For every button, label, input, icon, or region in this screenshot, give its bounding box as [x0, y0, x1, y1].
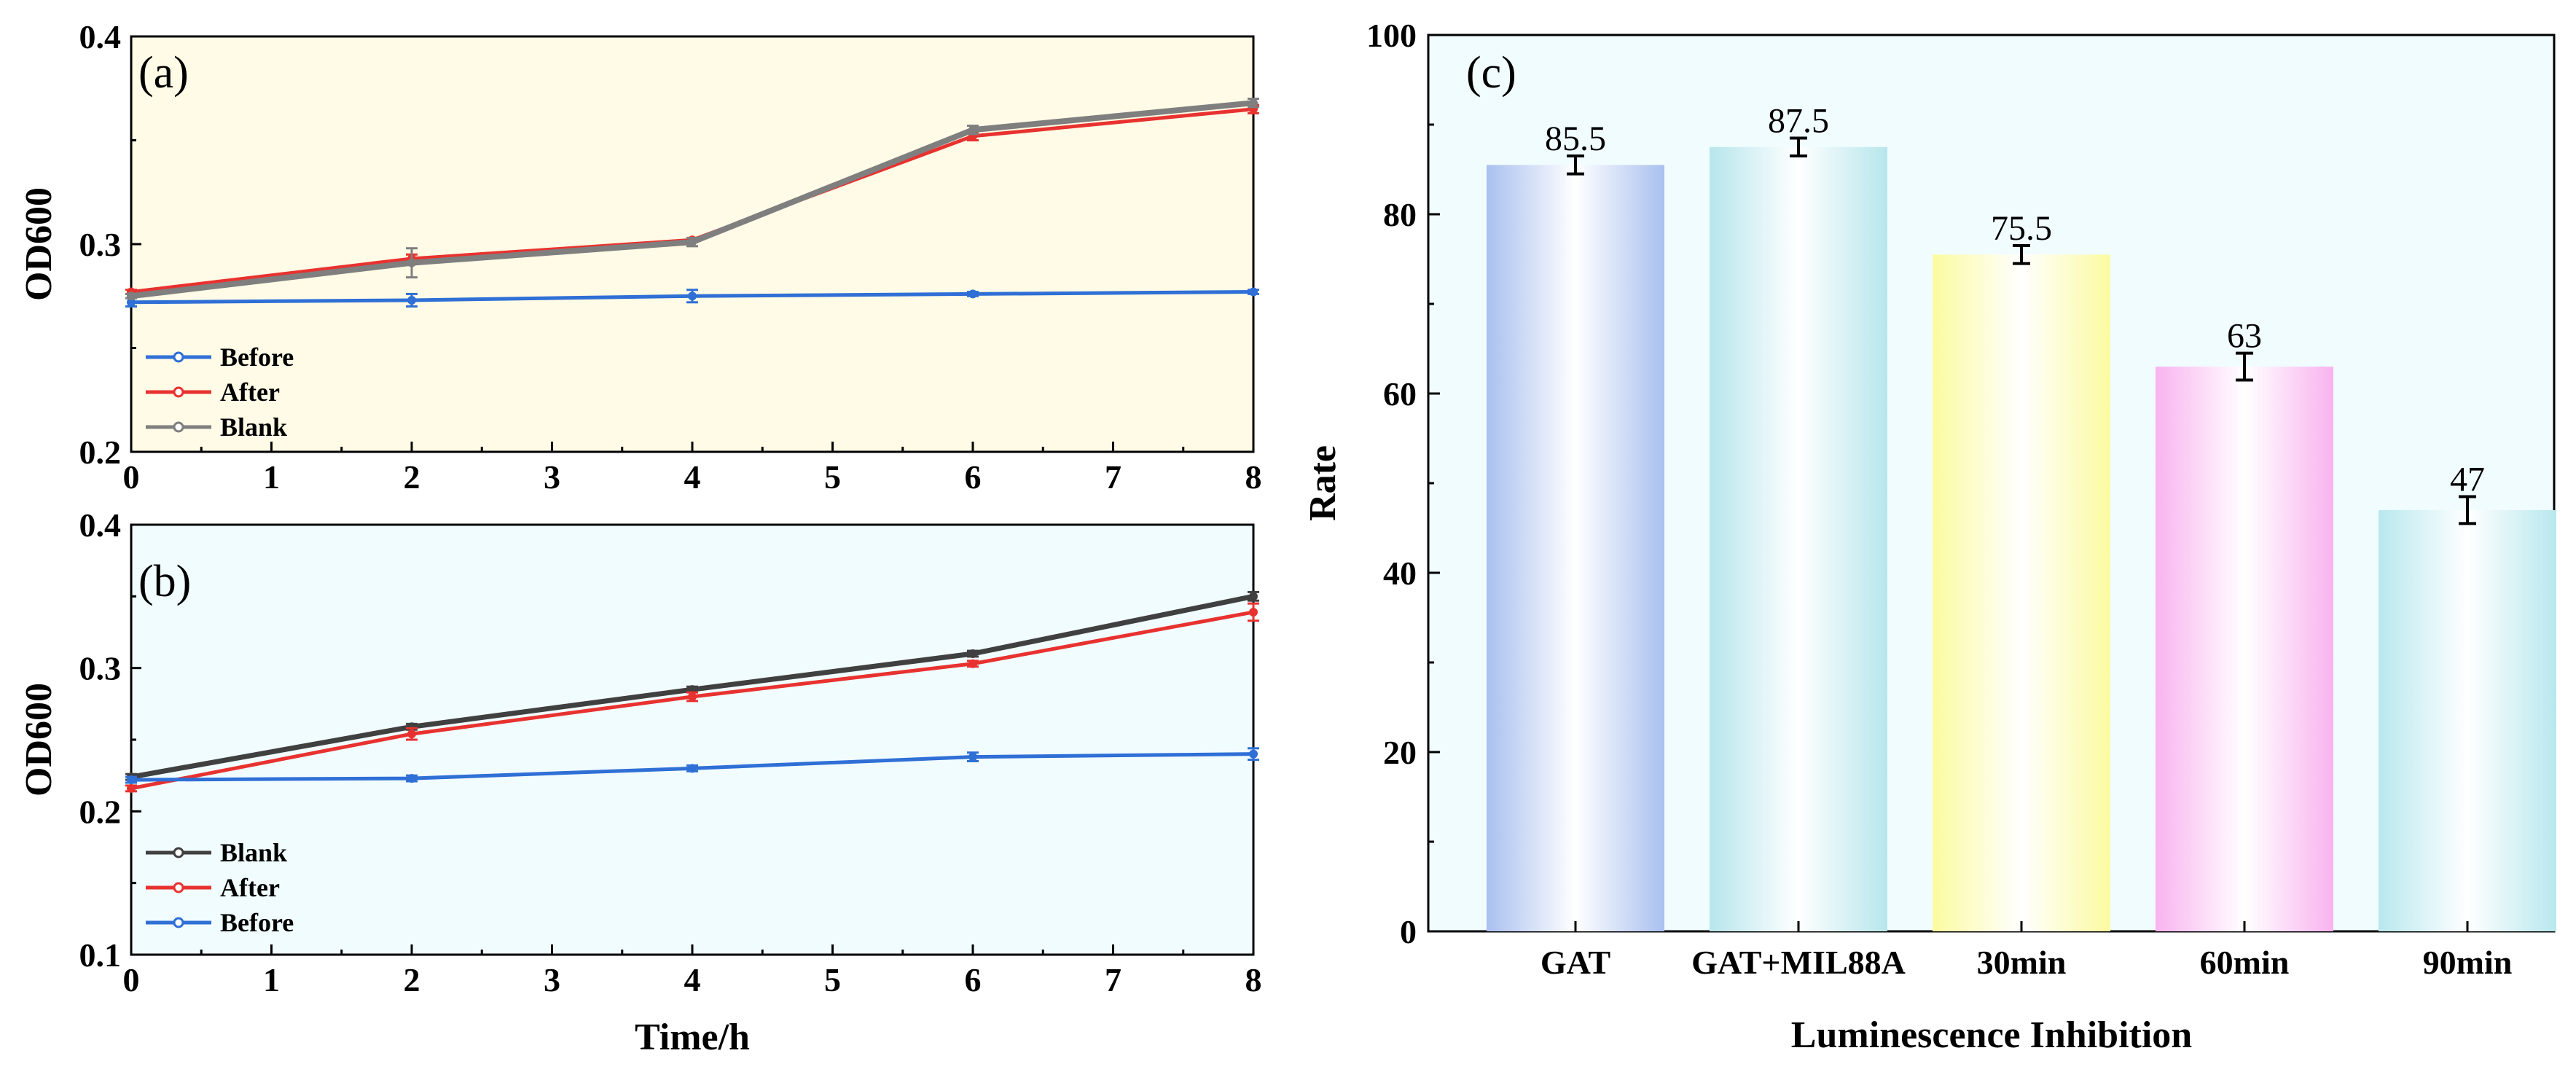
p0-legend-label-0: Before — [220, 343, 294, 372]
p2-data-label-1: 87.5 — [1768, 101, 1829, 140]
p0-xtick-label-7: 7 — [1105, 458, 1121, 496]
p1-legend-label-2: Before — [220, 908, 294, 937]
p0-xtick-label-3: 3 — [544, 458, 560, 496]
p0-point-before-1 — [407, 295, 416, 305]
p1-xtick-label-4: 4 — [684, 961, 701, 998]
p1-point-before-3 — [968, 752, 977, 762]
p0-point-blank-2 — [688, 238, 697, 247]
p1-point-before-1 — [407, 774, 416, 783]
p2-xtick-label-1: GAT+MIL88A — [1691, 944, 1906, 981]
p0-legend-marker-2 — [173, 421, 184, 433]
p2-data-label-2: 75.5 — [1991, 209, 2052, 248]
p0-point-before-0 — [127, 297, 136, 307]
p2-bar-4 — [2379, 509, 2556, 931]
p1-xtick-label-5: 5 — [824, 961, 841, 998]
p2-ytick-label-3: 60 — [1383, 375, 1417, 412]
panel-b-marks: 0 1 2 3 4 5 6 7 8 0.1 0.2 0.3 0.4 Blank After Before — [79, 506, 1262, 998]
p1-point-after-0 — [127, 783, 136, 793]
panel-c-label: (c) — [1466, 48, 1516, 98]
panel-c: 0 20 40 60 80 100 85.5 GAT 87.5 GAT+MIL88A 75.5 30m… — [1302, 17, 2556, 1056]
panel-a-ylabel: OD600 — [18, 187, 60, 301]
p2-ytick-label-5: 100 — [1366, 17, 1417, 54]
p2-bar-1 — [1710, 146, 1887, 931]
p1-xtick-label-1: 1 — [263, 961, 280, 998]
p0-legend-marker-1 — [173, 386, 184, 398]
p1-xtick-label-7: 7 — [1105, 961, 1121, 998]
p1-xtick-label-3: 3 — [544, 961, 560, 998]
p1-point-after-4 — [1249, 607, 1258, 617]
p1-point-before-2 — [688, 764, 697, 773]
p1-ytick-label-1: 0.2 — [79, 793, 122, 830]
p0-point-blank-3 — [968, 125, 977, 135]
p2-xtick-label-2: 30min — [1977, 944, 2067, 981]
panel-c-xlabel: Luminescence Inhibition — [1791, 1014, 2192, 1056]
p0-xtick-label-2: 2 — [404, 458, 420, 496]
p1-point-before-4 — [1249, 749, 1258, 759]
p2-bar-2 — [1933, 254, 2110, 932]
p0-point-blank-0 — [127, 292, 136, 301]
panel-a-marks: 0 1 2 3 4 5 6 7 8 0.2 0.3 0.4 Before After Blank — [79, 18, 1262, 496]
p0-xtick-label-0: 0 — [123, 458, 140, 496]
p0-point-blank-4 — [1249, 98, 1258, 108]
p2-xtick-label-3: 60min — [2200, 944, 2290, 981]
p0-legend-label-1: After — [220, 377, 280, 407]
p1-legend-marker-0 — [173, 847, 184, 858]
p1-point-after-2 — [688, 692, 697, 701]
p0-legend-marker-0 — [173, 351, 184, 363]
p0-ytick-label-1: 0.3 — [79, 226, 122, 263]
p1-point-blank-4 — [1249, 592, 1258, 601]
panel-a: 0 1 2 3 4 5 6 7 8 0.2 0.3 0.4 Before After Blank (a) O… — [18, 18, 1262, 496]
p1-legend-marker-2 — [173, 917, 184, 928]
p1-point-before-0 — [127, 775, 136, 785]
p1-xtick-label-0: 0 — [123, 961, 140, 998]
panel-b-xlabel: Time/h — [635, 1017, 750, 1058]
p0-ytick-label-0: 0.2 — [79, 434, 122, 471]
p1-xtick-label-6: 6 — [965, 961, 982, 998]
panel-b-label: (b) — [138, 557, 191, 606]
p2-ytick-label-4: 80 — [1383, 196, 1417, 233]
p1-legend-label-1: After — [220, 873, 280, 902]
p0-xtick-label-4: 4 — [684, 458, 701, 496]
p2-xtick-label-0: GAT — [1540, 944, 1610, 981]
p0-xtick-label-6: 6 — [965, 458, 982, 496]
p2-bar-0 — [1487, 165, 1664, 932]
p1-xtick-label-8: 8 — [1245, 961, 1262, 998]
p2-data-label-4: 47 — [2450, 460, 2485, 498]
p2-data-label-0: 85.5 — [1545, 120, 1606, 158]
p0-point-before-3 — [968, 289, 977, 299]
p0-xtick-label-8: 8 — [1245, 458, 1262, 496]
panel-c-ylabel: Rate — [1302, 445, 1344, 521]
p1-ytick-label-2: 0.3 — [79, 650, 122, 687]
panel-b: 0 1 2 3 4 5 6 7 8 0.1 0.2 0.3 0.4 Blank After Before (b… — [18, 506, 1262, 1058]
p0-xtick-label-5: 5 — [824, 458, 841, 496]
p1-point-after-1 — [407, 729, 416, 739]
p1-point-blank-3 — [968, 649, 977, 658]
panel-b-ylabel: OD600 — [18, 683, 60, 797]
p2-ytick-label-1: 20 — [1383, 734, 1417, 771]
p1-legend-label-0: Blank — [220, 838, 287, 867]
p2-bar-3 — [2156, 367, 2333, 932]
p0-point-before-2 — [688, 292, 697, 301]
p1-point-after-3 — [968, 659, 977, 668]
panel-c-marks: 0 20 40 60 80 100 85.5 GAT 87.5 GAT+MIL88A 75.5 30m… — [1366, 17, 2556, 981]
p0-legend-label-2: Blank — [220, 412, 287, 442]
p2-data-label-3: 63 — [2227, 317, 2262, 356]
p2-ytick-label-2: 40 — [1383, 555, 1417, 592]
p0-xtick-label-1: 1 — [263, 458, 280, 496]
p0-point-before-4 — [1249, 287, 1258, 297]
p0-point-blank-1 — [407, 258, 416, 267]
p2-ytick-label-0: 0 — [1400, 913, 1417, 950]
panel-b-plot-area — [130, 523, 1255, 956]
p1-ytick-label-3: 0.4 — [79, 506, 122, 544]
p1-xtick-label-2: 2 — [404, 961, 420, 998]
p2-xtick-label-4: 90min — [2423, 944, 2513, 981]
p0-ytick-label-2: 0.4 — [79, 18, 122, 55]
panel-a-label: (a) — [138, 48, 189, 98]
p1-legend-marker-1 — [173, 882, 184, 893]
p1-ytick-label-0: 0.1 — [79, 936, 122, 974]
